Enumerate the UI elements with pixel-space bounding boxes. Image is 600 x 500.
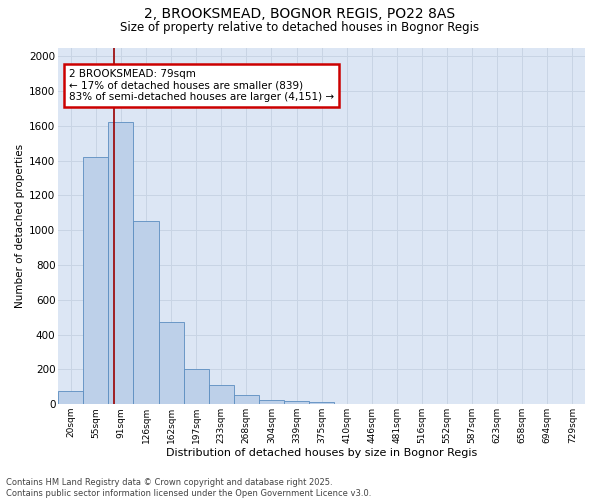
Bar: [284, 400, 309, 404]
Bar: [158, 322, 184, 404]
Text: 2 BROOKSMEAD: 79sqm
← 17% of detached houses are smaller (839)
83% of semi-detac: 2 BROOKSMEAD: 79sqm ← 17% of detached ho…: [69, 69, 334, 102]
Bar: [259, 400, 284, 404]
Bar: [309, 402, 334, 404]
Bar: [58, 391, 83, 404]
Bar: [133, 222, 158, 404]
X-axis label: Distribution of detached houses by size in Bognor Regis: Distribution of detached houses by size …: [166, 448, 477, 458]
Text: 2, BROOKSMEAD, BOGNOR REGIS, PO22 8AS: 2, BROOKSMEAD, BOGNOR REGIS, PO22 8AS: [145, 8, 455, 22]
Bar: [109, 122, 133, 404]
Y-axis label: Number of detached properties: Number of detached properties: [15, 144, 25, 308]
Bar: [209, 385, 234, 404]
Bar: [83, 157, 109, 404]
Text: Size of property relative to detached houses in Bognor Regis: Size of property relative to detached ho…: [121, 21, 479, 34]
Bar: [184, 368, 209, 404]
Bar: [234, 394, 259, 404]
Text: Contains HM Land Registry data © Crown copyright and database right 2025.
Contai: Contains HM Land Registry data © Crown c…: [6, 478, 371, 498]
